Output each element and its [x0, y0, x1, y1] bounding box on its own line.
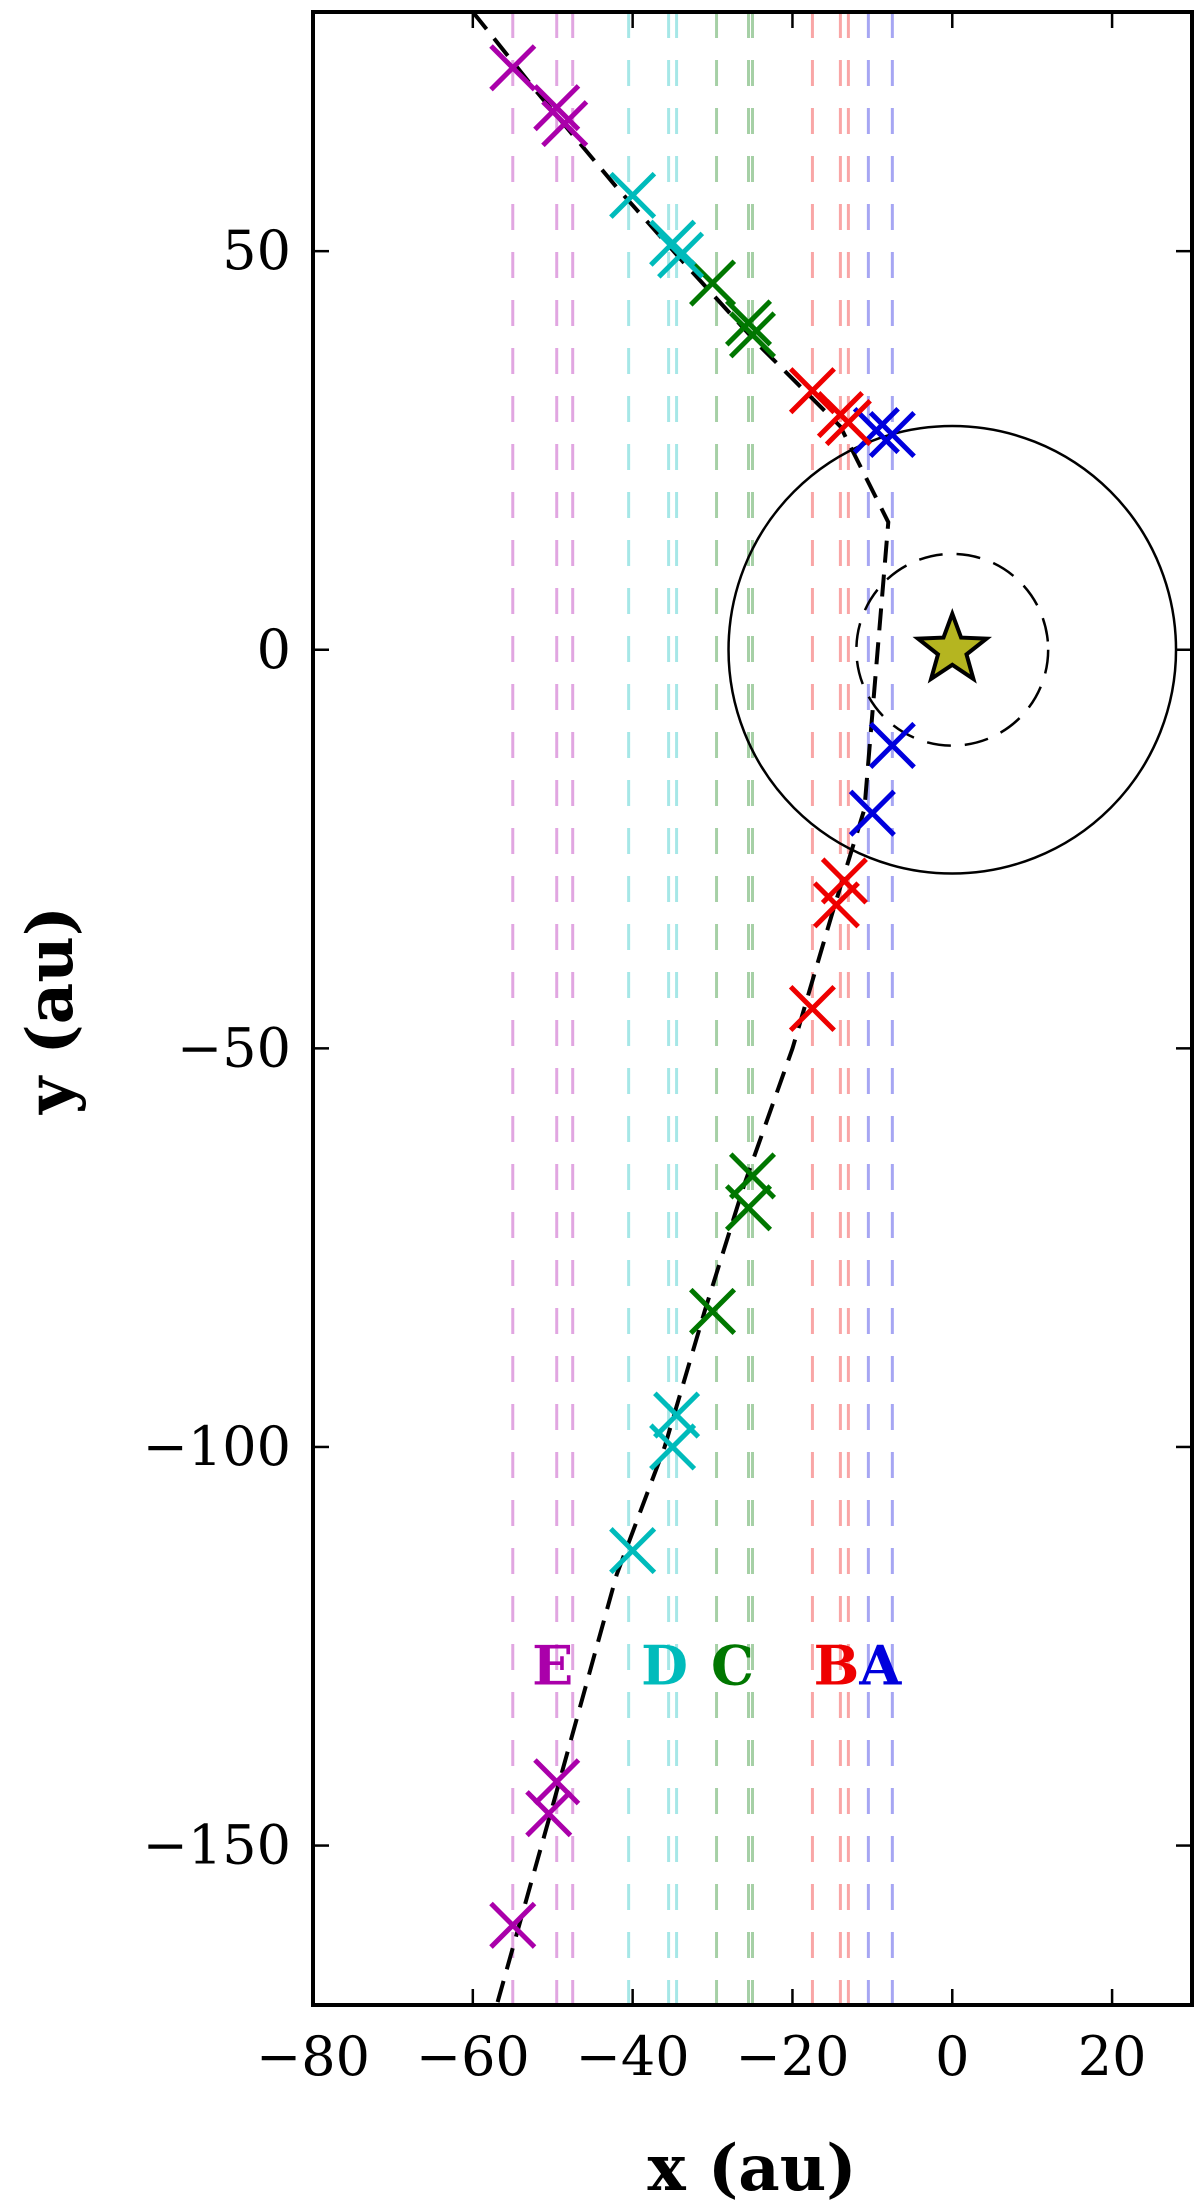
marker-B	[824, 399, 872, 447]
marker-B	[788, 984, 836, 1033]
y-tick-label: −100	[143, 1415, 291, 1478]
marker-E	[541, 100, 589, 148]
y-tick-label: 50	[222, 219, 291, 282]
axis-ticks: −80 −60 −40 −20 0 20 −150 −100 −50 0 50	[143, 12, 1192, 2088]
marker-B	[788, 367, 836, 415]
star-icon	[912, 608, 992, 684]
group-label-E: E	[532, 1633, 573, 1697]
marker-E	[489, 1901, 537, 1949]
group-label-D: D	[641, 1633, 688, 1697]
marker-E	[525, 1790, 573, 1838]
marker-C	[689, 1287, 737, 1335]
marker-D	[657, 231, 705, 279]
x-tick-label: 0	[935, 2025, 969, 2088]
group-label-A: A	[858, 1633, 902, 1697]
marker-C	[724, 1184, 773, 1232]
group-label-B: B	[814, 1633, 860, 1697]
y-tick-label: 0	[257, 618, 291, 681]
marker-D	[609, 1527, 657, 1575]
marker-C	[689, 259, 737, 307]
x-tick-label: −60	[416, 2025, 530, 2088]
x-tick-label: 20	[1078, 2025, 1147, 2088]
x-tick-label: −20	[735, 2025, 849, 2088]
y-tick-label: −50	[177, 1016, 291, 1079]
marker-B	[812, 881, 860, 929]
marker-A	[868, 721, 916, 769]
group-label-C: C	[711, 1633, 754, 1697]
marker-D	[649, 1423, 697, 1471]
plot-frame	[311, 10, 1194, 2007]
x-tick-label: −40	[576, 2025, 690, 2088]
marker-D	[609, 171, 657, 219]
marker-A	[868, 410, 916, 459]
x-tick-label: −80	[256, 2025, 370, 2088]
trajectory-line	[471, 12, 891, 2005]
marker-E	[489, 44, 537, 92]
y-axis-label: y (au)	[13, 906, 88, 1115]
marker-A	[852, 406, 900, 455]
x-axis-label: x (au)	[648, 2131, 857, 2206]
marker-B	[820, 857, 868, 905]
y-tick-label: −150	[143, 1814, 291, 1877]
marker-D	[649, 219, 697, 267]
marker-C	[724, 299, 773, 347]
marker-C	[728, 311, 777, 359]
marker-A	[848, 789, 896, 837]
inner-dashed-circle	[855, 552, 1050, 747]
